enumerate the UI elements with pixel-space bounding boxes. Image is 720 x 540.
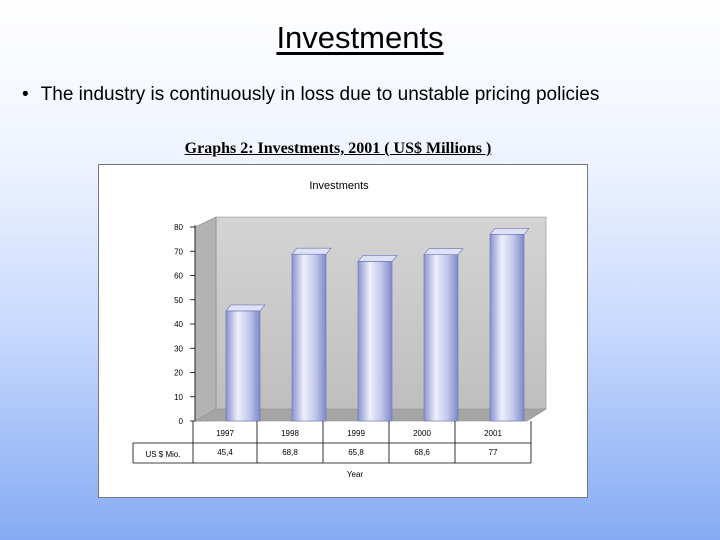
bar <box>489 227 530 422</box>
bullet-symbol: • <box>22 84 29 105</box>
y-tick-label: 40 <box>174 320 183 329</box>
category-label: 1999 <box>347 429 365 438</box>
y-tick-label: 70 <box>174 247 183 256</box>
bar-body <box>423 254 459 422</box>
category-label: 1997 <box>216 429 234 438</box>
category-label: 2001 <box>484 429 502 438</box>
bar-top <box>225 304 266 312</box>
data-value-label: 77 <box>489 448 498 457</box>
chart-side-wall <box>194 216 217 422</box>
series-name-label: US $ Mio. <box>145 450 180 459</box>
bar <box>423 248 464 422</box>
bar <box>357 255 398 422</box>
category-label: 2000 <box>413 429 431 438</box>
bar-body <box>489 233 525 422</box>
data-value-label: 68,6 <box>414 448 430 457</box>
chart-caption: Graphs 2: Investments, 2001 ( US$ Millio… <box>184 140 492 157</box>
bar <box>225 304 266 422</box>
bar <box>291 247 332 422</box>
y-tick-label: 0 <box>179 417 184 426</box>
bar-body <box>291 253 327 422</box>
bar-body <box>225 310 261 422</box>
chart-title: Investments <box>309 180 369 192</box>
y-axis: 0 10 20 30 40 50 60 70 80 <box>174 223 196 426</box>
bar-chart: Investments 0 10 20 30 40 50 60 70 80 US $ Mio. 1… <box>132 180 548 479</box>
bar-body <box>357 261 393 422</box>
chart-container: Investments 0 10 20 30 40 50 60 70 80 US $ Mio. 1… <box>98 164 588 498</box>
category-label: 1998 <box>281 429 299 438</box>
bar-top <box>357 255 398 262</box>
data-value-label: 65,8 <box>348 448 364 457</box>
slide-title: Investments <box>276 20 444 55</box>
bar-top <box>489 227 530 235</box>
bullet-text: The industry is continuously in loss due… <box>40 84 600 105</box>
y-tick-label: 80 <box>174 223 183 232</box>
x-axis-label: Year <box>347 470 364 479</box>
data-table: US $ Mio. 1997 45,4 1998 68,8 1999 65,8 2000 68,… <box>132 421 532 464</box>
bullet-point: • The industry is continuously in loss du… <box>22 84 599 106</box>
y-tick-label: 20 <box>174 369 183 378</box>
y-tick-label: 50 <box>174 296 183 305</box>
bar-top <box>291 247 332 255</box>
y-tick-label: 30 <box>174 344 183 353</box>
y-tick-label: 10 <box>174 393 183 402</box>
data-value-label: 68,8 <box>282 448 298 457</box>
bar-series <box>225 227 530 422</box>
data-value-label: 45,4 <box>217 448 233 457</box>
bar-top <box>423 248 464 255</box>
y-tick-label: 60 <box>174 272 183 281</box>
